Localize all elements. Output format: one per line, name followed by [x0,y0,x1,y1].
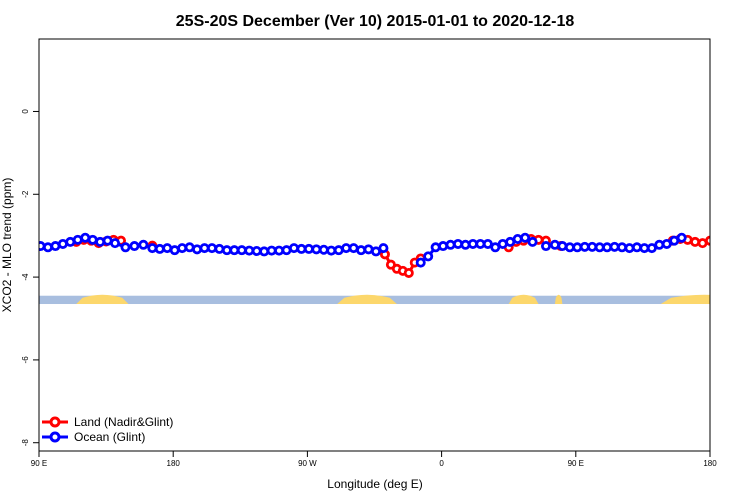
series-1-point [430,242,441,253]
series-1-point [288,243,299,254]
x-tick-label: 90 E [31,459,47,468]
series-1-point [624,243,635,254]
legend-land-marker [49,416,61,428]
series-1-point [676,232,687,243]
series-1-point [206,243,217,254]
series-1-point [318,244,329,255]
series-1-point [370,246,381,257]
series-0-point [730,241,737,248]
series-1-point [661,238,672,249]
y-tick-label: -6 [21,356,30,364]
x-axis: 90 E 180 90 W 0 90 E 180 [31,451,717,468]
series-layer [39,232,750,278]
series-1-point [720,244,727,251]
series-1-point [177,243,188,254]
y-tick-label: -2 [21,190,30,198]
y-tick-label: 0 [21,109,30,114]
series-1-point [259,246,270,257]
series-0-point [690,236,701,247]
series-1-point [95,236,106,247]
x-tick-label: 90 W [298,459,317,468]
series-1-point [423,251,434,262]
series-1-point [192,244,203,255]
series-0-point [714,238,721,245]
land-segment-1 [337,294,397,305]
plot-frame [38,38,711,452]
series-1-point [512,233,523,244]
series-1-point [42,242,53,253]
series-1-point [415,257,426,268]
legend-item-land: Land (Nadir&Glint) [42,415,173,429]
legend: Land (Nadir&Glint) Ocean (Glint) [42,415,173,444]
series-1-point [646,243,657,254]
y-axis-label: XCO2 - MLO trend (ppm) [0,178,14,313]
series-1-point [482,238,493,249]
x-axis-label: Longitude (deg E) [327,477,422,491]
series-0-point [721,237,728,244]
series-0-point [403,267,414,278]
land-ocean-strip [39,294,710,305]
x-tick-label: 0 [439,459,444,468]
series-1-point [735,242,742,249]
x-tick-label: 180 [167,459,181,468]
series-0-segment [717,241,724,242]
chart-title: 25S-20S December (Ver 10) 2015-01-01 to … [176,13,575,30]
series-1-point [110,238,121,249]
legend-item-ocean: Ocean (Glint) [42,430,145,444]
series-0 [71,233,737,278]
x-tick-label: 180 [703,459,717,468]
series-1-point [214,243,225,254]
series-1-point [540,241,551,252]
series-1-segment [723,246,730,247]
series-1-point [742,245,749,252]
series-1 [39,232,750,268]
series-1-point [654,239,665,250]
series-1-point [39,241,46,252]
x-tick-label: 90 E [568,459,584,468]
series-1-point [129,241,140,252]
series-0-segment [725,241,734,245]
series-1-point [557,241,568,252]
series-1-point [527,236,538,247]
series-1-point [453,238,464,249]
series-1-segment [746,247,750,248]
land-segment-4 [660,294,710,305]
series-1-segment [738,246,745,248]
land-segment-3 [554,294,563,305]
series-1-point [520,232,531,243]
series-1-point [460,239,471,250]
series-1-point [490,242,501,253]
legend-ocean-marker [49,431,61,443]
series-1-point [438,241,449,252]
series-1-point [631,242,642,253]
y-axis: 0 -2 -4 -6 -8 [21,109,39,447]
series-1-point [445,239,456,250]
series-1-point [356,245,367,256]
series-0-segment [709,240,710,243]
legend-land-label: Land (Nadir&Glint) [74,415,173,429]
series-1-point [617,242,628,253]
legend-ocean-label: Ocean (Glint) [74,430,145,444]
series-1-point [147,243,158,254]
y-tick-label: -8 [21,439,30,447]
series-1-point [138,239,149,250]
series-1-point [378,243,389,254]
series-0-point [705,235,710,246]
y-tick-label: -4 [21,273,30,281]
series-1-point [154,243,165,254]
land-segment-2 [508,294,539,305]
land-segment-0 [76,294,129,305]
series-1-point [727,243,734,250]
series-1-point [120,242,131,253]
series-1-point [549,239,560,250]
